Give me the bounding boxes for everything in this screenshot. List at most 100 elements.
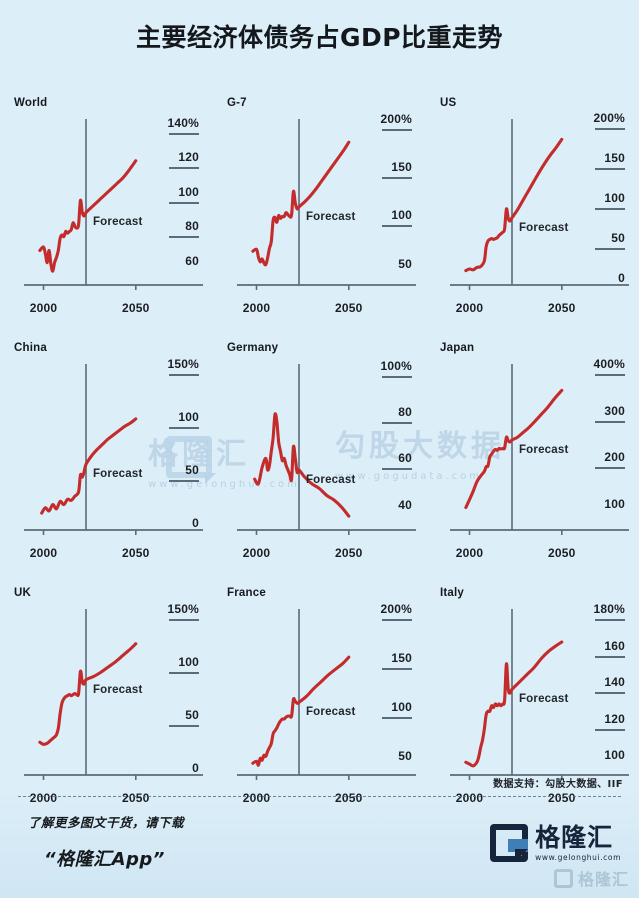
chart-panel-world: World Forecast 140% 120 100 80 60 2000 2050 — [0, 95, 213, 340]
y-axis-tick-label: 0 — [192, 761, 199, 775]
footer-promo-line1: 了解更多图文干货，请下载 — [28, 815, 185, 830]
x-axis-tick-label: 2050 — [548, 301, 576, 315]
y-axis-tick-dash — [382, 128, 412, 131]
y-axis-tick: 100 — [382, 700, 412, 720]
y-axis-tick-label: 0 — [192, 516, 199, 530]
data-line — [464, 388, 564, 510]
x-axis-labels: 2000 2050 — [0, 791, 213, 811]
y-axis-tick: 100 — [169, 185, 199, 204]
y-axis-tick-label: 120 — [604, 711, 625, 726]
y-axis-tick: 80 — [382, 405, 412, 425]
footer-promo: 了解更多图文干货，请下载 “格隆汇App” — [28, 812, 184, 871]
y-axis-tick-label: 150 — [391, 160, 412, 175]
data-line — [40, 417, 138, 515]
chart-plot — [0, 603, 213, 793]
y-axis-tick-label: 50 — [611, 231, 625, 245]
y-axis-tick-label: 100 — [391, 208, 412, 223]
data-line — [38, 159, 138, 273]
y-axis-tick: 50 — [169, 463, 199, 483]
y-axis-tick: 200% — [594, 111, 625, 130]
x-axis-labels: 2000 2050 — [213, 546, 426, 566]
y-axis-tick-label: 50 — [398, 749, 412, 764]
data-line — [464, 137, 564, 273]
y-axis-tick: 50 — [398, 257, 412, 271]
y-axis-tick-label: 150 — [391, 651, 412, 665]
y-axis-tick: 50 — [398, 749, 412, 763]
y-axis-tick-dash — [595, 420, 625, 423]
x-axis-tick-label: 2000 — [242, 301, 271, 315]
y-axis-tick-dash — [169, 672, 199, 675]
y-axis-tick: 40 — [398, 498, 412, 512]
forecast-label: Forecast — [92, 683, 143, 696]
y-axis-tick: 0 — [618, 271, 625, 285]
y-axis-tick: 140% — [168, 116, 199, 135]
y-axis-tick-label: 80 — [185, 219, 199, 234]
y-axis-tick-dash — [169, 236, 199, 239]
chart-title: Italy — [440, 587, 465, 599]
y-axis-tick: 100 — [169, 655, 199, 675]
y-axis-labels: 200% 150 100 50 0 — [569, 111, 631, 303]
y-axis-tick-label: 50 — [185, 463, 199, 478]
y-axis-labels: 200% 150 100 50 — [356, 602, 418, 793]
chart-title: G-7 — [227, 97, 247, 109]
data-line — [253, 412, 351, 518]
y-axis-tick-dash — [595, 619, 625, 622]
y-axis-tick-dash — [382, 375, 412, 378]
y-axis-tick-dash — [382, 468, 412, 471]
gelonghui-logo-icon — [490, 824, 529, 862]
chart-title: France — [227, 587, 266, 599]
forecast-label: Forecast — [518, 693, 569, 706]
y-axis-tick: 140 — [595, 675, 625, 695]
x-axis-tick-label: 2000 — [29, 546, 58, 560]
footer-divider — [18, 796, 621, 797]
y-axis-tick-label: 60 — [185, 253, 199, 268]
forecast-label: Forecast — [518, 444, 569, 457]
y-axis-tick: 200 — [595, 450, 625, 470]
y-axis-tick-label: 100 — [604, 497, 625, 512]
chart-plot — [0, 113, 213, 303]
corner-watermark-icon — [553, 868, 573, 888]
y-axis-tick-dash — [595, 373, 625, 376]
y-axis-tick-dash — [595, 467, 625, 470]
y-axis-tick-dash — [382, 717, 412, 720]
chart-plot — [0, 358, 213, 548]
y-axis-tick-label: 160 — [604, 638, 625, 653]
y-axis-tick-label: 150 — [604, 151, 625, 165]
forecast-label: Forecast — [92, 468, 143, 481]
chart-panel-germany: Germany Forecast 100% 80 60 40 2000 2050 — [213, 340, 426, 585]
y-axis-tick: 150 — [382, 651, 412, 670]
x-axis-tick-label: 2050 — [548, 791, 576, 805]
y-axis-tick-label: 140 — [604, 675, 625, 690]
x-axis-tick-label: 2050 — [548, 546, 576, 560]
brand-logo[interactable]: 格隆汇 www.gelonghui.com — [490, 824, 621, 862]
y-axis-tick: 150% — [168, 602, 199, 622]
y-axis-tick-label: 100 — [178, 655, 199, 670]
y-axis-labels: 140% 120 100 80 60 — [143, 113, 205, 303]
chart-panel-us: US Forecast 200% 150 100 50 0 2000 2050 — [426, 95, 639, 340]
footer-promo-line2: “格隆汇App” — [44, 849, 165, 870]
y-axis-tick: 150% — [167, 357, 199, 377]
y-axis-labels: 100% 80 60 40 — [356, 358, 418, 548]
y-axis-tick-label: 100 — [178, 410, 199, 425]
chart-panel-g-7: G-7 Forecast 200% 150 100 50 2000 2050 — [213, 95, 426, 340]
x-axis-tick-label: 2050 — [335, 301, 363, 315]
chart-grid: World Forecast 140% 120 100 80 60 2000 2050 G-7 … — [0, 95, 639, 805]
chart-panel-china: China Forecast 150% 100 50 0 2000 2050 — [0, 340, 213, 585]
y-axis-tick: 180% — [594, 602, 625, 622]
y-axis-tick-label: 200 — [604, 450, 625, 465]
chart-title: Germany — [227, 342, 279, 354]
y-axis-tick-dash — [595, 128, 625, 130]
y-axis-tick-dash — [382, 618, 412, 621]
x-axis-labels: 2000 2050 — [0, 301, 213, 321]
y-axis-tick-dash — [595, 208, 625, 210]
x-axis-labels: 2000 2050 — [426, 546, 639, 566]
y-axis-tick-dash — [595, 692, 625, 695]
y-axis-tick-label: 150% — [167, 357, 199, 372]
page-title: 主要经济体债务占GDP比重走势 — [135, 23, 504, 52]
y-axis-tick-label: 0 — [618, 271, 625, 285]
y-axis-tick-dash — [595, 655, 625, 658]
chart-plot — [213, 603, 426, 793]
y-axis-tick: 150 — [382, 160, 412, 180]
forecast-label: Forecast — [305, 706, 356, 719]
